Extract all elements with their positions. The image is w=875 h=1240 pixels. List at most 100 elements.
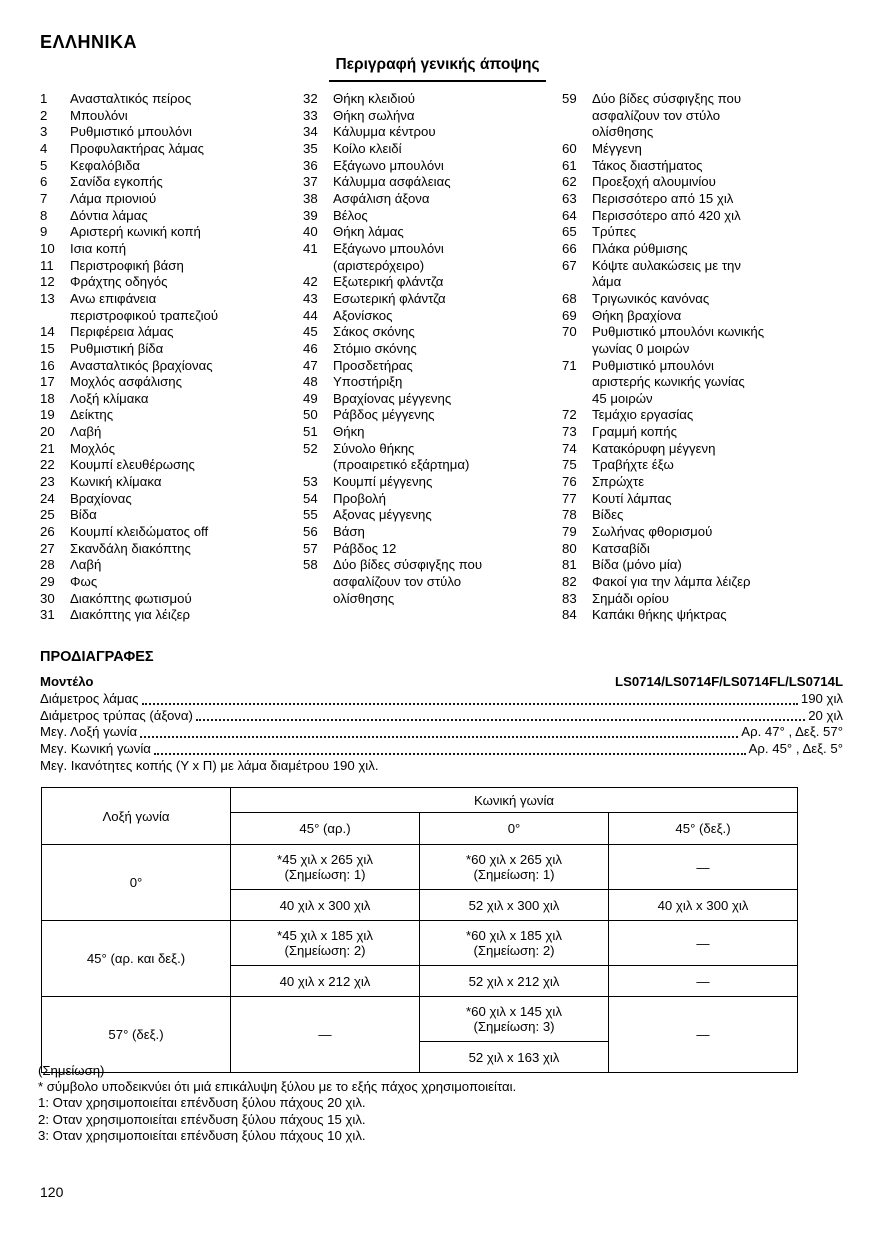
spec-label: Μοντέλο [40, 674, 94, 689]
part-item: 11 Περιστροφική βάση [40, 258, 298, 275]
part-item: 12 Φράχτης οδηγός [40, 274, 298, 291]
part-label: Θήκη σωλήνα [333, 107, 415, 123]
part-number: 81 [562, 557, 577, 573]
part-label: Τεμάχιο εργασίας [592, 407, 694, 423]
part-number: 69 [562, 307, 577, 323]
part-item: 68 Τριγωνικός κανόνας [562, 291, 850, 308]
part-number: 42 [303, 274, 318, 290]
part-item: 37 Κάλυμμα ασφάλειας [303, 174, 555, 191]
part-label: Προφυλακτήρας λάμας [70, 140, 205, 156]
part-number: 30 [40, 590, 55, 606]
part-label: Ρυθμιστικό μπουλόνι κωνικής γωνίας 0 μοι… [592, 324, 765, 356]
subheader-45-left: 45° (αρ.) [230, 812, 420, 845]
part-item: 41 Εξάγωνο μπουλόνι (αριστερόχειρο) [303, 241, 555, 274]
part-number: 29 [40, 574, 55, 590]
note-line: 2: Οταν χρησιμοποιείται επένδυση ξύλου π… [38, 1111, 366, 1127]
part-number: 4 [40, 140, 48, 156]
part-label: Κάλυμμα κέντρου [333, 124, 436, 140]
part-label: Περισσότερο από 420 χιλ [592, 207, 741, 223]
part-number: 17 [40, 374, 55, 390]
spec-value: LS0714/LS0714F/LS0714FL/LS0714L [615, 674, 843, 689]
capacity-cell: — [608, 844, 798, 890]
part-label: Κουμπί μέγγενης [333, 474, 433, 490]
part-label: Μπουλόνι [70, 107, 128, 123]
part-number: 36 [303, 157, 318, 173]
part-item: 50 Ράβδος μέγγενης [303, 407, 555, 424]
part-number: 18 [40, 390, 55, 406]
part-item: 66 Πλάκα ρύθμισης [562, 241, 850, 258]
part-label: Κουμπί ελευθέρωσης [70, 457, 195, 473]
part-number: 52 [303, 440, 318, 456]
part-item: 33 Θήκη σωλήνα [303, 108, 555, 125]
part-number: 6 [40, 174, 48, 190]
part-number: 76 [562, 474, 577, 490]
part-label: Θήκη βραχίονα [592, 307, 682, 323]
part-item: 30 Διακόπτης φωτισμού [40, 591, 298, 608]
part-label: Φως [70, 574, 98, 590]
part-item: 60 Μέγγενη [562, 141, 850, 158]
part-label: Βέλος [333, 207, 368, 223]
part-label: Μοχλός [70, 440, 115, 456]
part-label: Περισσότερο από 15 χιλ [592, 190, 734, 206]
dot-leader [153, 752, 746, 755]
part-label: Διακόπτης φωτισμού [70, 590, 192, 606]
part-number: 65 [562, 224, 577, 240]
part-number: 57 [303, 540, 318, 556]
part-number: 20 [40, 424, 55, 440]
spec-row: Μοντέλο LS0714/LS0714F/LS0714FL/LS0714L [40, 674, 843, 691]
capacity-cell: *60 χιλ x 145 χιλ (Σημείωση: 3) [419, 996, 609, 1042]
part-number: 59 [562, 91, 577, 106]
part-item: 16 Ανασταλτικός βραχίονας [40, 358, 298, 375]
part-label: Βραχίονας μέγγενης [333, 390, 452, 406]
part-number: 56 [303, 524, 318, 540]
part-number: 48 [303, 374, 318, 390]
part-number: 39 [303, 207, 318, 223]
part-item: 20 Λαβή [40, 424, 298, 441]
part-label: Τραβήχτε έξω [592, 457, 674, 473]
part-label: Κατσαβίδι [592, 540, 650, 556]
section-heading: Περιγραφή γενικής άποψης [329, 56, 546, 82]
part-item: 36 Εξάγωνο μπουλόνι [303, 158, 555, 175]
dot-leader [195, 719, 806, 722]
part-item: 35 Κοίλο κλειδί [303, 141, 555, 158]
part-number: 34 [303, 124, 318, 140]
part-label: Αριστερή κωνική κοπή [70, 224, 201, 240]
capacity-cell: *45 χιλ x 185 χιλ (Σημείωση: 2) [230, 920, 420, 966]
notes-section: (Σημείωση) * σύμβολο υποδεικνύει ότι μιά… [38, 1063, 516, 1144]
part-number: 38 [303, 190, 318, 206]
part-label: Σπρώχτε [592, 474, 645, 490]
part-number: 73 [562, 424, 577, 440]
part-item: 67 Κόψτε αυλακώσεις με την λάμα [562, 258, 850, 291]
part-item: 18 Λοξή κλίμακα [40, 391, 298, 408]
part-label: Ανασταλτικός βραχίονας [70, 357, 213, 373]
part-label: Βραχίονας [70, 490, 132, 506]
part-item: 44 Αξονίσκος [303, 308, 555, 325]
part-item: 73 Γραμμή κοπής [562, 424, 850, 441]
specifications-rows: Μοντέλο LS0714/LS0714F/LS0714FL/LS0714L Δι… [40, 674, 843, 775]
spec-value: Αρ. 47° , Δεξ. 57° [741, 724, 843, 740]
part-label: Περιφέρεια λάμας [70, 324, 174, 340]
part-number: 51 [303, 424, 318, 440]
part-label: Ρυθμιστική βίδα [70, 340, 164, 356]
part-item: 25 Βίδα [40, 507, 298, 524]
part-number: 70 [562, 324, 577, 340]
part-number: 11 [40, 257, 54, 273]
part-label: Δείκτης [70, 407, 114, 423]
part-number: 60 [562, 140, 577, 156]
note-line: * σύμβολο υποδεικνύει ότι μιά επικάλυψη … [38, 1079, 517, 1095]
part-number: 46 [303, 340, 318, 356]
part-number: 45 [303, 324, 318, 340]
part-item: 14 Περιφέρεια λάμας [40, 324, 298, 341]
part-number: 28 [40, 557, 55, 573]
parts-list-column-2: 32 Θήκη κλειδιού 33 Θήκη σωλήνα 34 Κάλυμμα κέ… [303, 91, 555, 607]
part-item: 6 Σανίδα εγκοπής [40, 174, 298, 191]
part-item: 59 Δύο βίδες σύσφιγξης που ασφαλίζουν τον… [562, 91, 850, 141]
part-item: 13 Ανω επιφάνεια περιστροφικού τραπεζιού [40, 291, 298, 324]
part-label: Θήκη κλειδιού [333, 91, 415, 106]
part-item: 10 Ισια κοπή [40, 241, 298, 258]
part-item: 84 Καπάκι θήκης ψήκτρας [562, 607, 850, 624]
part-label: Μέγγενη [592, 140, 642, 156]
part-number: 54 [303, 490, 318, 506]
notes-heading: (Σημείωση) [38, 1063, 105, 1078]
part-label: Τρύπες [592, 224, 637, 240]
